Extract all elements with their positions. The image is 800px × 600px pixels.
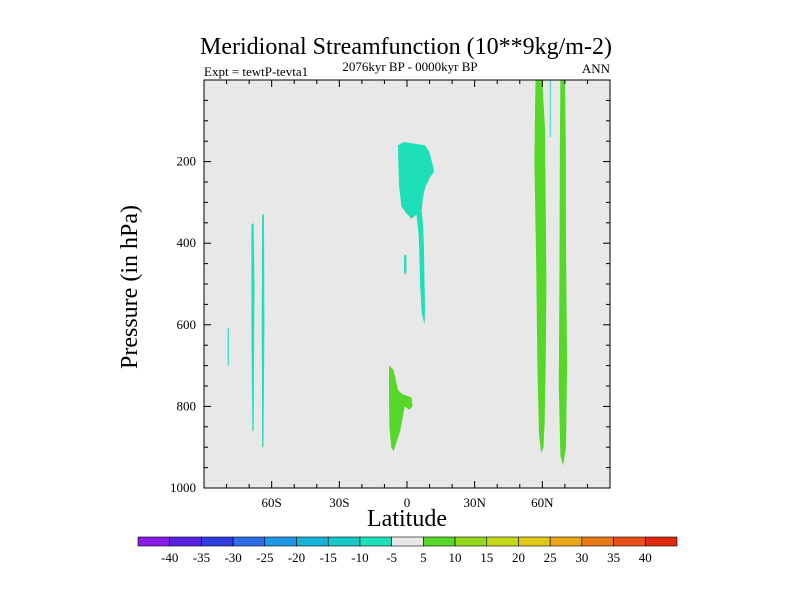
chart-subtitle-right: ANN <box>582 61 611 76</box>
colorbar-label: 5 <box>420 550 427 565</box>
x-axis-label: Latitude <box>367 506 447 532</box>
colorbar-swatch <box>327 536 361 547</box>
y-tick-label: 800 <box>177 398 197 413</box>
x-tick-label: 30N <box>463 495 486 510</box>
region-south-lat-streak-a <box>227 328 229 366</box>
colorbar-swatch <box>486 536 519 547</box>
colorbar-swatch <box>644 536 678 547</box>
axis-ticks: 60S 30S 0 30N 60N 200 400 600 800 1000 <box>170 80 611 510</box>
colorbar-label: 35 <box>607 550 620 565</box>
colorbar-label: -5 <box>386 550 397 565</box>
colorbar-label: -30 <box>224 550 241 565</box>
colorbar-swatch <box>232 536 266 547</box>
colorbar-swatch <box>137 536 171 547</box>
colorbar-swatch <box>296 536 329 547</box>
colorbar-label: -25 <box>256 550 273 565</box>
x-tick-label: 60N <box>531 495 554 510</box>
region-equatorial-lower-positive <box>389 365 413 452</box>
colorbar-label: -15 <box>320 550 337 565</box>
y-tick-label: 1000 <box>170 480 196 495</box>
plot-area <box>204 80 610 488</box>
chart-subtitle-center: 2076kyr BP - 0000kyr BP <box>342 59 477 74</box>
x-tick-label: 0 <box>404 495 411 510</box>
colorbar: -40 -35 -30 -25 -20 -15 -10 -5 5 10 15 20 25 30 35 40 <box>137 536 678 565</box>
colorbar-swatch <box>549 536 583 547</box>
colorbar-swatch <box>201 536 234 547</box>
colorbar-label: -35 <box>193 550 210 565</box>
y-tick-label: 200 <box>177 154 197 169</box>
colorbar-label: -40 <box>161 550 178 565</box>
region-north-cell-broad <box>534 80 547 454</box>
colorbar-label: -20 <box>288 550 305 565</box>
colorbar-label: 20 <box>512 550 525 565</box>
region-north-thin-cyan-line <box>549 80 551 138</box>
colorbar-swatch <box>454 536 488 547</box>
colorbar-swatch <box>581 536 614 547</box>
region-equatorial-negative-dot <box>404 254 407 275</box>
colorbar-swatch <box>169 536 202 547</box>
colorbar-swatch <box>359 536 392 547</box>
chart-subtitle-left: Expt = tewtP-tevta1 <box>204 64 308 79</box>
colorbar-swatch <box>264 536 297 547</box>
contour-regions <box>227 80 568 466</box>
colorbar-label: 30 <box>575 550 588 565</box>
region-north-cell-narrow <box>558 80 568 466</box>
colorbar-label: 15 <box>480 550 493 565</box>
colorbar-swatch <box>423 536 456 547</box>
colorbar-label: 25 <box>544 550 557 565</box>
colorbar-swatch <box>391 536 424 547</box>
y-axis-label: Pressure (in hPa) <box>117 205 143 369</box>
y-tick-label: 400 <box>177 235 197 250</box>
y-tick-label: 600 <box>177 317 197 332</box>
chart-title: Meridional Streamfunction (10**9kg/m-2) <box>200 34 612 60</box>
colorbar-label: 40 <box>639 550 652 565</box>
region-south-lat-streak-c <box>261 214 265 448</box>
region-south-lat-streak-b <box>251 222 255 431</box>
colorbar-swatch <box>613 536 646 547</box>
x-tick-label: 30S <box>329 495 349 510</box>
region-equatorial-upper-negative <box>398 142 435 325</box>
x-tick-label: 60S <box>262 495 282 510</box>
colorbar-label: -10 <box>351 550 368 565</box>
colorbar-swatch <box>518 536 551 547</box>
colorbar-label: 10 <box>449 550 462 565</box>
